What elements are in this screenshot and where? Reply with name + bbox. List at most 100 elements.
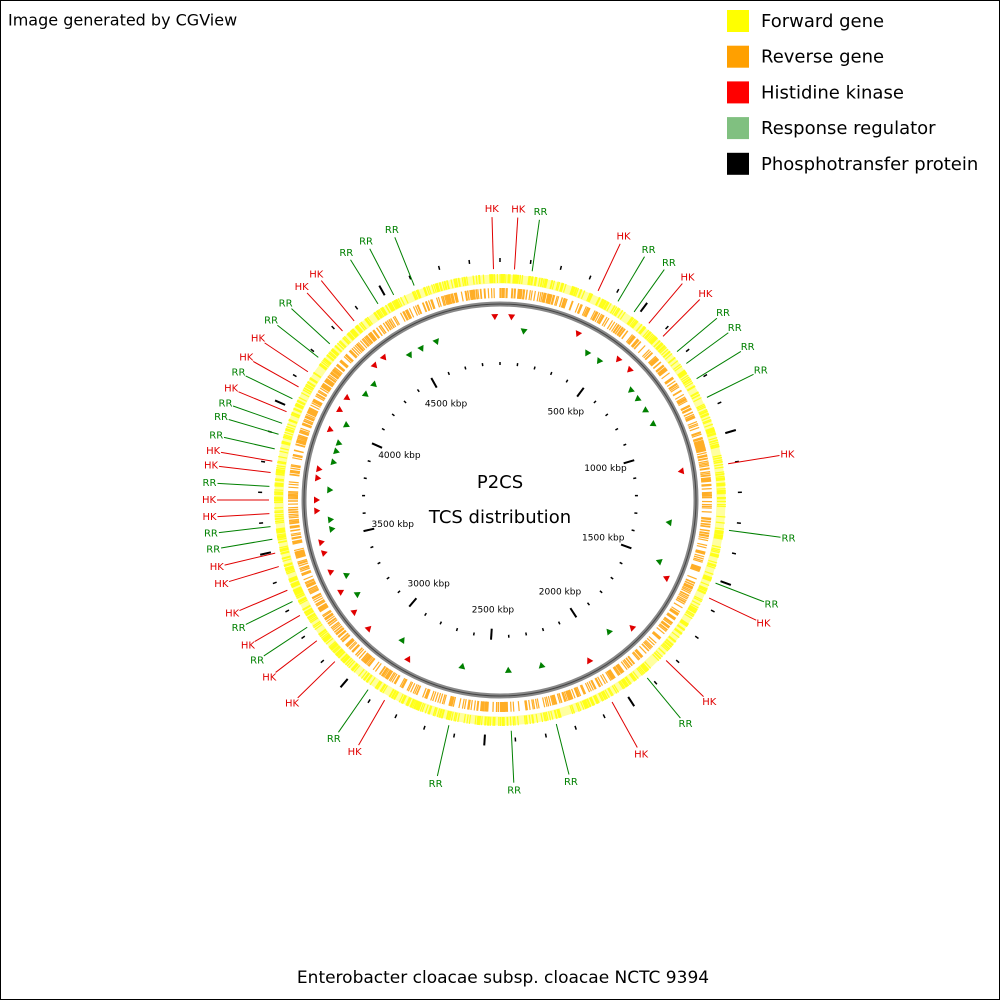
feature-line bbox=[646, 677, 681, 719]
feature-label: HK bbox=[214, 579, 229, 590]
feature-label: HK bbox=[348, 747, 363, 758]
feature-label: HK bbox=[202, 512, 217, 523]
outer-minor-tick bbox=[703, 373, 708, 378]
feature-marker bbox=[327, 516, 335, 524]
minor-tick bbox=[464, 366, 467, 370]
feature-marker bbox=[328, 525, 336, 533]
minor-tick bbox=[623, 443, 627, 447]
feature-line bbox=[369, 248, 395, 296]
minor-tick bbox=[610, 576, 614, 580]
feature-label: HK bbox=[698, 289, 713, 300]
features: HK HK RRHKRRRRHKHKRRRRRRRRHKRRRRHKHKRRHKRR… bbox=[202, 204, 795, 797]
outer-minor-tick bbox=[559, 265, 563, 270]
minor-tick bbox=[439, 621, 443, 625]
outer-minor-tick bbox=[574, 725, 577, 730]
feature-line bbox=[275, 640, 318, 673]
major-tick bbox=[430, 377, 438, 389]
minor-tick bbox=[549, 371, 553, 376]
feature-marker bbox=[370, 361, 378, 369]
feature-marker bbox=[327, 486, 334, 494]
credit: Image generated by CGView bbox=[8, 11, 237, 30]
outer-minor-tick bbox=[675, 659, 680, 664]
feature-label: HK bbox=[239, 353, 254, 364]
major-tick bbox=[569, 607, 578, 618]
tick-label: 500 kbp bbox=[547, 407, 584, 417]
feature-line bbox=[245, 601, 293, 625]
legend-swatch bbox=[727, 152, 749, 175]
feature-line bbox=[320, 280, 355, 322]
feature-label: RR bbox=[339, 248, 353, 259]
feature-label: RR bbox=[741, 342, 755, 353]
outer-minor-tick bbox=[694, 635, 699, 640]
feature-label: HK bbox=[251, 333, 266, 344]
feature-label: HK bbox=[204, 460, 219, 471]
legend-label: Response regulator bbox=[761, 118, 936, 139]
feature-label: RR bbox=[204, 529, 218, 540]
feature-line bbox=[531, 219, 540, 272]
feature-line bbox=[218, 465, 271, 474]
feature-marker bbox=[327, 569, 335, 576]
feature-marker bbox=[353, 592, 361, 599]
outer-minor-tick bbox=[710, 609, 715, 613]
feature-marker bbox=[333, 447, 340, 455]
outer-minor-tick bbox=[292, 373, 297, 378]
feature-line bbox=[696, 351, 742, 380]
feature-marker bbox=[615, 355, 623, 363]
legend-swatch bbox=[727, 10, 749, 32]
feature-label: RR bbox=[385, 225, 399, 236]
feature-marker bbox=[404, 655, 411, 663]
feature-line bbox=[686, 332, 729, 364]
feature-label: RR bbox=[203, 478, 217, 489]
feature-marker bbox=[458, 662, 466, 670]
footer: Enterobacter cloacae subsp. cloacae NCTC… bbox=[297, 968, 709, 988]
feature-marker bbox=[350, 609, 358, 617]
tick-label: 4500 kbp bbox=[425, 400, 468, 410]
outer-minor-tick bbox=[734, 460, 740, 463]
feature-line bbox=[662, 299, 701, 337]
outer-minor-tick bbox=[731, 552, 737, 555]
feature-line bbox=[252, 361, 299, 388]
minor-tick bbox=[586, 602, 591, 606]
outer-major-tick bbox=[627, 696, 636, 707]
feature-marker bbox=[314, 507, 321, 515]
outer-major-tick bbox=[725, 429, 737, 435]
minor-tick bbox=[377, 561, 381, 565]
outer-minor-tick bbox=[272, 581, 277, 585]
feature-label: HK bbox=[225, 609, 240, 620]
outer-major-tick bbox=[274, 399, 286, 406]
feature-marker bbox=[320, 550, 328, 557]
minor-tick bbox=[447, 371, 451, 376]
feature-label: RR bbox=[507, 786, 521, 797]
legend-label: Forward gene bbox=[761, 11, 884, 32]
feature-marker bbox=[629, 625, 637, 632]
tick-label: 4000 kbp bbox=[378, 451, 421, 461]
feature-line bbox=[611, 701, 638, 748]
feature-line bbox=[648, 283, 683, 324]
tick-label: 2500 kbp bbox=[472, 605, 515, 615]
minor-tick bbox=[593, 400, 597, 404]
outer-major-tick bbox=[339, 678, 349, 688]
feature-marker bbox=[336, 405, 344, 412]
feature-marker bbox=[606, 628, 614, 636]
feature-line bbox=[708, 597, 757, 621]
outer-major-tick bbox=[378, 285, 386, 296]
feature-marker bbox=[405, 351, 412, 359]
feature-marker bbox=[665, 519, 672, 527]
feature-label: RR bbox=[642, 245, 656, 256]
outer-minor-tick bbox=[653, 680, 658, 685]
outer-minor-tick bbox=[616, 288, 620, 293]
feature-marker bbox=[364, 625, 372, 633]
feature-marker bbox=[628, 386, 635, 393]
feature-marker bbox=[587, 657, 594, 665]
feature-marker bbox=[585, 349, 592, 357]
feature-line bbox=[728, 455, 780, 465]
outer-minor-tick bbox=[285, 609, 290, 613]
outer-minor-tick bbox=[665, 325, 669, 330]
feature-label: RR bbox=[209, 431, 223, 442]
feature-marker bbox=[677, 467, 685, 475]
feature-marker bbox=[343, 393, 351, 401]
outer-minor-tick bbox=[331, 325, 335, 330]
feature-marker bbox=[432, 338, 439, 345]
feature-line bbox=[228, 418, 279, 435]
